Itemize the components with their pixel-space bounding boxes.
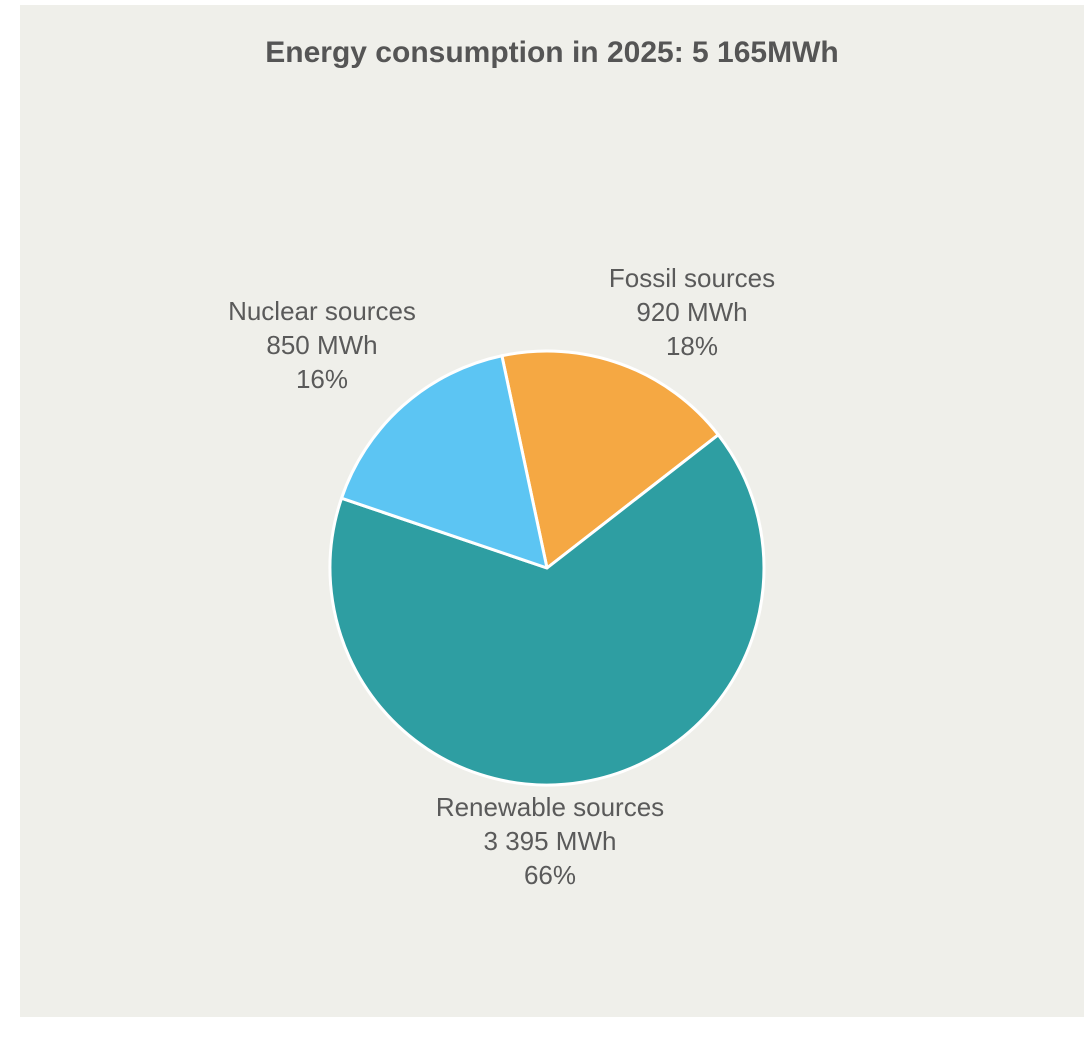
pie-chart: Fossil sources 920 MWh 18% Renewable source… bbox=[228, 263, 775, 890]
pie-label-fossil-sources: Fossil sources bbox=[609, 263, 775, 293]
pie-slices bbox=[328, 349, 766, 787]
pie-percent-fossil-sources: 18% bbox=[666, 331, 718, 361]
pie-labels: Fossil sources 920 MWh 18% Renewable source… bbox=[228, 263, 775, 890]
pie-value-nuclear-sources: 850 MWh bbox=[266, 330, 377, 360]
pie-percent-renewable-sources: 66% bbox=[524, 860, 576, 890]
pie-percent-nuclear-sources: 16% bbox=[296, 364, 348, 394]
pie-label-nuclear-sources: Nuclear sources bbox=[228, 296, 416, 326]
pie-value-fossil-sources: 920 MWh bbox=[636, 297, 747, 327]
chart-area: Energy consumption in 2025: 5 165MWh Fos… bbox=[20, 5, 1084, 1017]
pie-label-renewable-sources: Renewable sources bbox=[436, 792, 664, 822]
chart-title: Energy consumption in 2025: 5 165MWh bbox=[265, 36, 839, 69]
pie-value-renewable-sources: 3 395 MWh bbox=[484, 826, 617, 856]
pie-slice-nuclear-sources bbox=[340, 354, 549, 570]
pie-slice-renewable-sources bbox=[328, 433, 766, 787]
pie-slice-fossil-sources bbox=[500, 349, 720, 570]
